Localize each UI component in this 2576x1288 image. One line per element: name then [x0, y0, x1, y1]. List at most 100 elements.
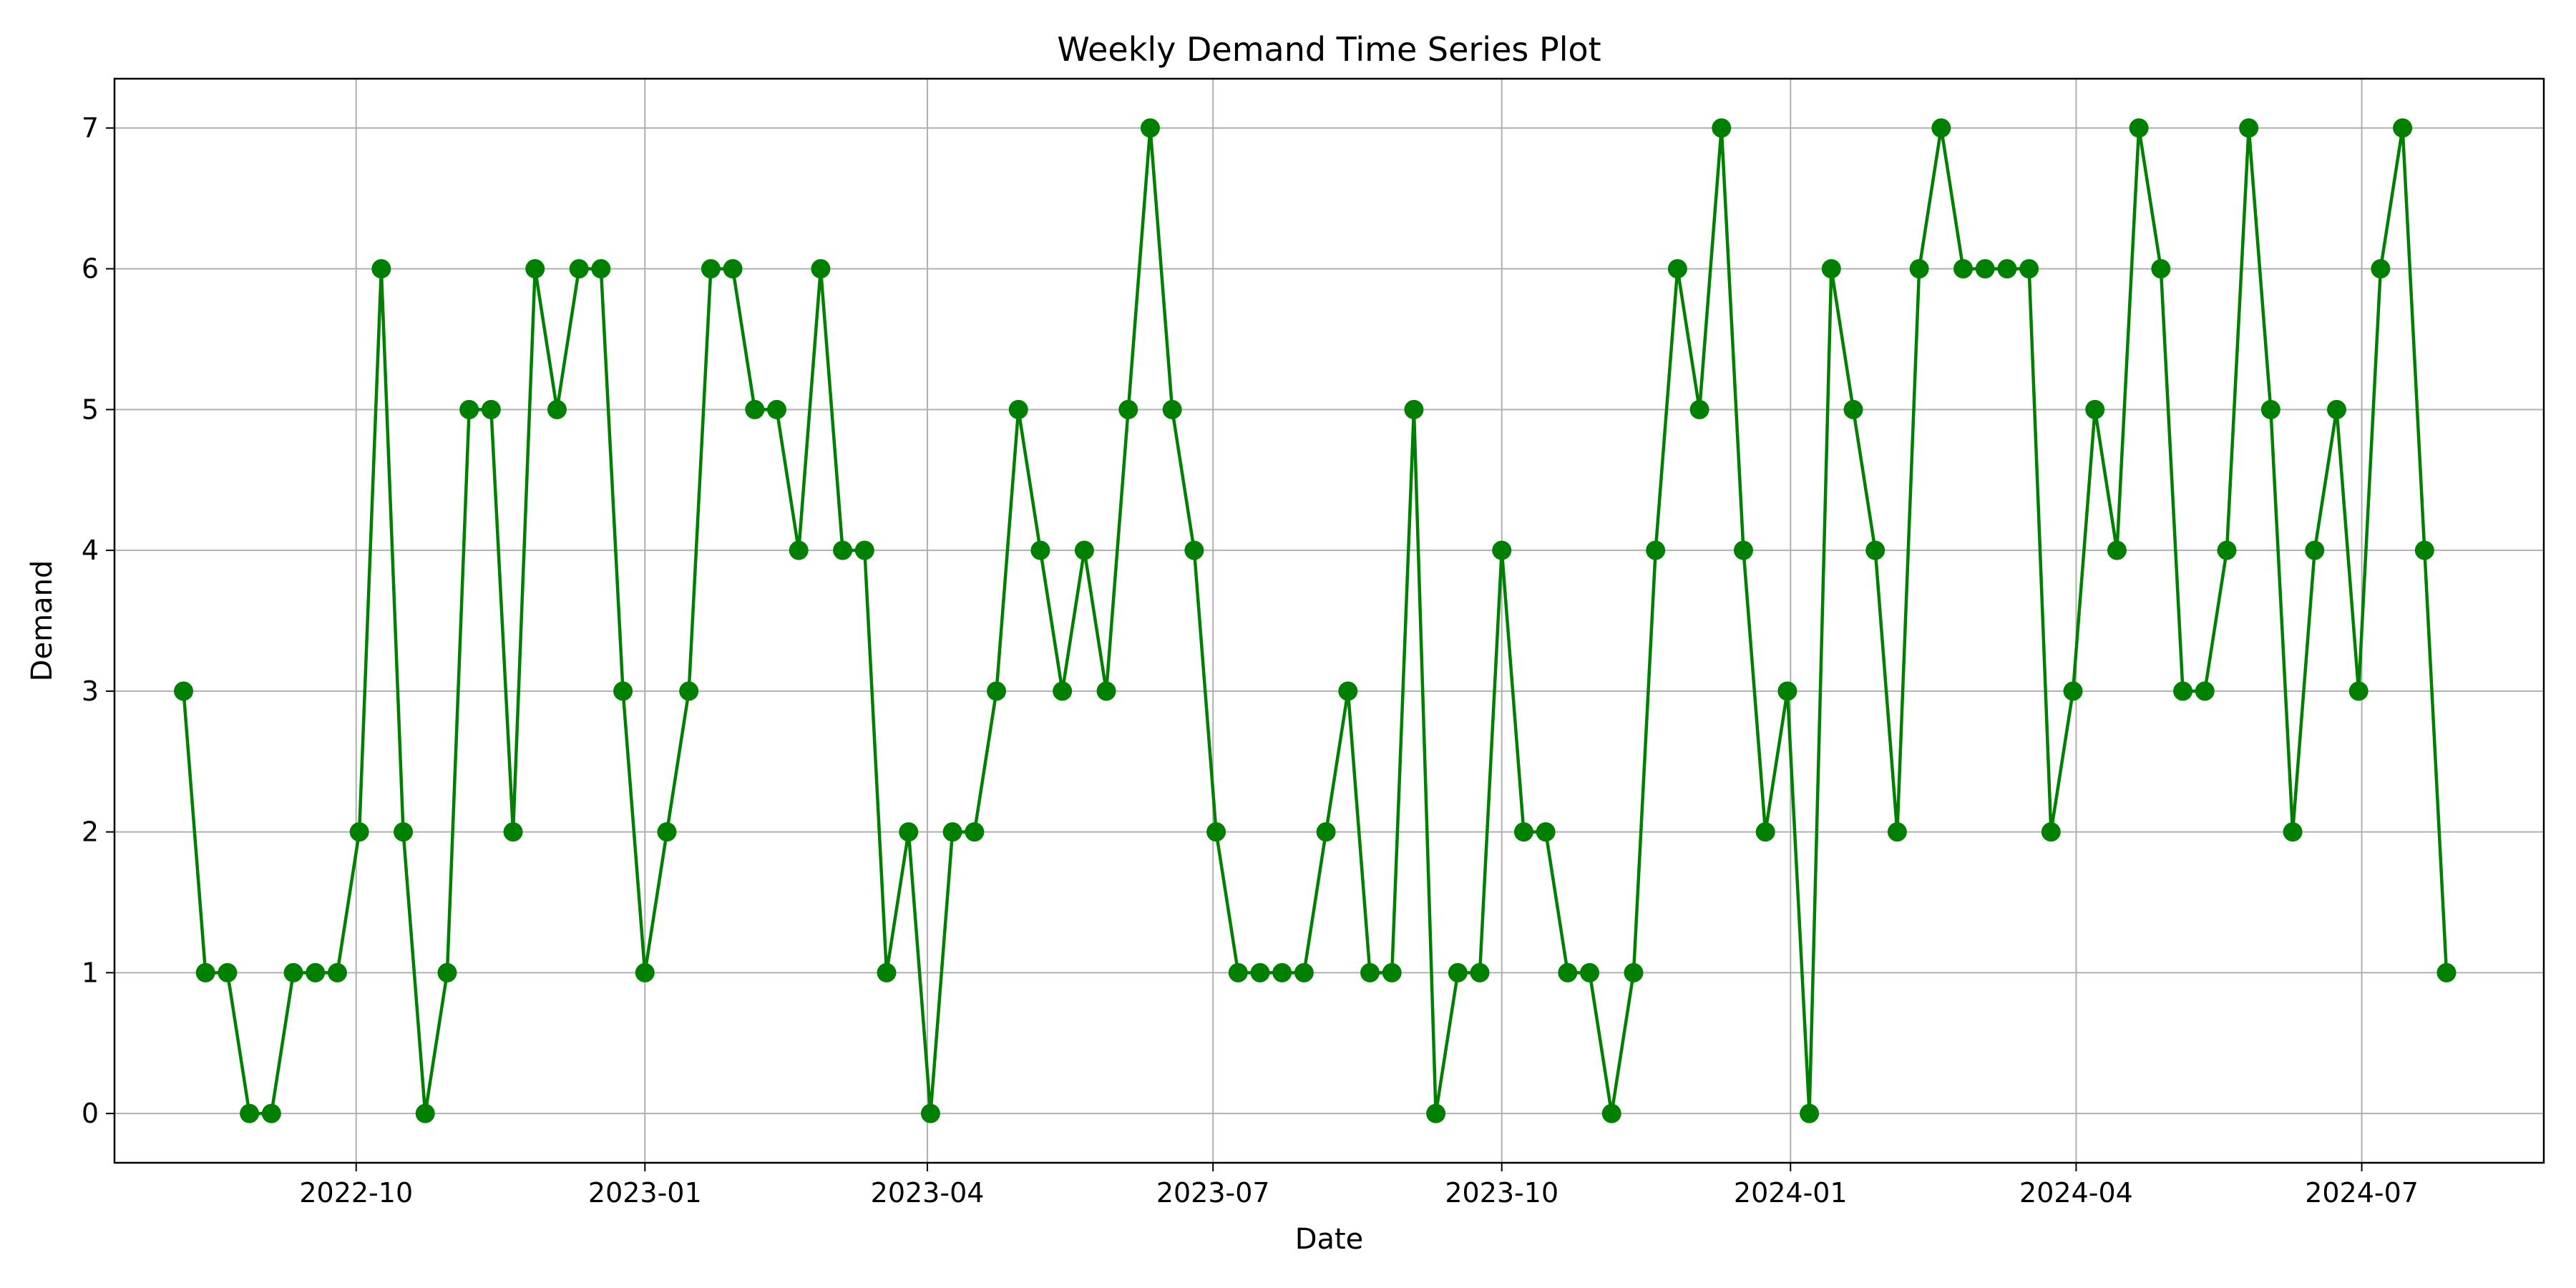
data-point [349, 822, 369, 842]
data-point [1360, 962, 1380, 982]
data-point [1096, 681, 1116, 701]
data-point [2393, 118, 2413, 138]
data-point [1448, 962, 1468, 982]
x-tick-label: 2023-01 [588, 1177, 702, 1209]
x-tick-label: 2022-10 [299, 1177, 413, 1209]
x-tick-label: 2024-04 [2019, 1177, 2133, 1209]
data-point [1755, 822, 1775, 842]
data-point [1492, 540, 1512, 560]
data-point [1206, 822, 1226, 842]
y-tick-label: 4 [82, 535, 99, 566]
data-point [1382, 962, 1402, 982]
data-point [327, 962, 347, 982]
x-tick-label: 2024-07 [2305, 1177, 2419, 1209]
data-point [1580, 962, 1600, 982]
data-point [2173, 681, 2193, 701]
data-point [481, 399, 501, 419]
data-point [965, 822, 985, 842]
data-point [174, 681, 193, 701]
data-point [1053, 681, 1073, 701]
x-tick-label: 2023-04 [871, 1177, 985, 1209]
data-point [2129, 118, 2149, 138]
data-point [1667, 259, 1687, 279]
y-tick-label: 2 [82, 816, 99, 848]
data-point [811, 259, 831, 279]
data-point [1800, 1103, 1820, 1123]
data-point [1843, 399, 1863, 419]
series-layer [174, 118, 2457, 1123]
data-point [2327, 399, 2346, 419]
y-tick-label: 5 [82, 394, 99, 425]
x-tick-label: 2023-10 [1445, 1177, 1558, 1209]
data-point [877, 962, 897, 982]
data-point [2348, 681, 2368, 701]
data-point [437, 962, 457, 982]
data-point [1865, 540, 1885, 560]
data-point [1624, 962, 1644, 982]
data-point [745, 399, 765, 419]
data-point [1909, 259, 1929, 279]
data-point [1953, 259, 1974, 279]
data-point [1931, 118, 1951, 138]
data-point [2151, 259, 2171, 279]
data-point [920, 1103, 940, 1123]
data-point [789, 540, 809, 560]
data-point [2414, 540, 2434, 560]
data-point [657, 822, 677, 842]
data-point [1404, 399, 1424, 419]
data-point [1975, 259, 1995, 279]
data-point [854, 540, 874, 560]
data-point [1821, 259, 1841, 279]
x-axis-label: Date [1295, 1223, 1364, 1256]
data-point [2239, 118, 2259, 138]
data-point [394, 822, 414, 842]
data-point [1338, 681, 1358, 701]
y-tick-label: 0 [82, 1098, 99, 1129]
axis-ticks: 2022-10 2023-01 2023-04 2023-07 2023-10 2024-… [82, 112, 2419, 1209]
data-point [2195, 681, 2215, 701]
data-point [2085, 399, 2105, 419]
data-point [371, 259, 391, 279]
y-tick-label: 1 [82, 957, 99, 988]
data-point [1513, 822, 1533, 842]
data-point [459, 399, 479, 419]
data-point [723, 259, 743, 279]
data-point [306, 962, 326, 982]
data-point [1316, 822, 1336, 842]
data-point [283, 962, 303, 982]
y-tick-label: 7 [82, 112, 99, 144]
plot-frame [113, 77, 2545, 1164]
data-point [613, 681, 633, 701]
data-point [569, 259, 589, 279]
data-point [591, 259, 611, 279]
data-point [833, 540, 853, 560]
data-point [415, 1103, 435, 1123]
data-point [767, 399, 787, 419]
data-point [547, 399, 567, 419]
data-point [679, 681, 699, 701]
data-point [2217, 540, 2237, 560]
data-point [2436, 962, 2457, 982]
data-point [218, 962, 238, 982]
y-tick-label: 3 [82, 675, 99, 707]
data-point [1470, 962, 1490, 982]
data-point [1426, 1103, 1446, 1123]
data-point [1536, 822, 1556, 842]
data-point [1118, 399, 1138, 419]
series-line [182, 126, 2449, 1116]
data-point [1997, 259, 2017, 279]
data-point [1162, 399, 1182, 419]
x-tick-label: 2024-01 [1734, 1177, 1848, 1209]
data-point [195, 962, 215, 982]
data-point [2283, 822, 2303, 842]
x-tick-label: 2023-07 [1156, 1177, 1270, 1209]
data-point [2063, 681, 2083, 701]
data-point [1272, 962, 1292, 982]
data-point [1733, 540, 1753, 560]
data-point [1294, 962, 1314, 982]
y-tick-label: 6 [82, 253, 99, 285]
data-point [525, 259, 545, 279]
data-point [1140, 118, 1160, 138]
y-axis-label: Demand [26, 560, 59, 682]
